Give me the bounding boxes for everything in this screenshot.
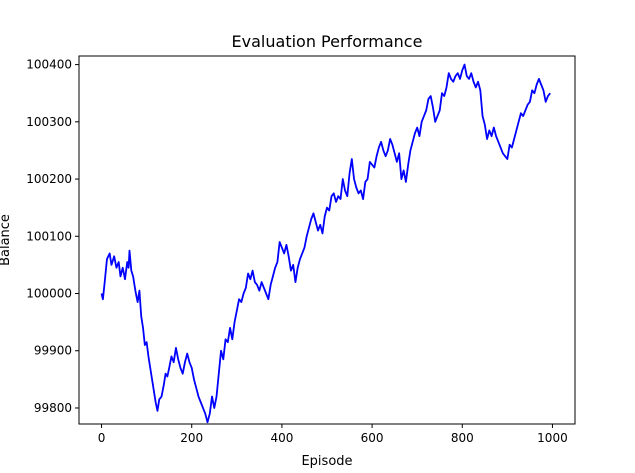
y-tick-label: 99900: [34, 344, 72, 358]
x-tick-label: 1000: [537, 431, 568, 445]
x-tick-label: 400: [270, 431, 293, 445]
x-tick-label: 200: [180, 431, 203, 445]
x-axis-label: Episode: [301, 454, 352, 469]
chart-title: Evaluation Performance: [232, 32, 423, 51]
plot-frame: [78, 55, 576, 425]
y-tick-label: 100400: [26, 58, 72, 72]
ticks-layer: 0 200 400 600 800 1000 99800 99900 100000 100100 1…: [26, 58, 568, 445]
plot-area-clip-group: [100, 63, 551, 424]
y-tick-label: 99800: [34, 401, 72, 415]
x-tick-label: 600: [361, 431, 384, 445]
y-tick-label: 100300: [26, 115, 72, 129]
y-tick-label: 100100: [26, 229, 72, 243]
y-tick-label: 100200: [26, 172, 72, 186]
series-line: [100, 63, 551, 424]
x-tick-label: 800: [451, 431, 474, 445]
x-tick-label: 0: [98, 431, 106, 445]
y-tick-label: 100000: [26, 287, 72, 301]
y-axis-label: Balance: [0, 214, 13, 266]
